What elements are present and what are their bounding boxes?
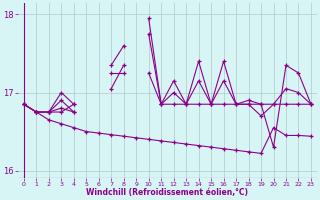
X-axis label: Windchill (Refroidissement éolien,°C): Windchill (Refroidissement éolien,°C) bbox=[86, 188, 248, 197]
